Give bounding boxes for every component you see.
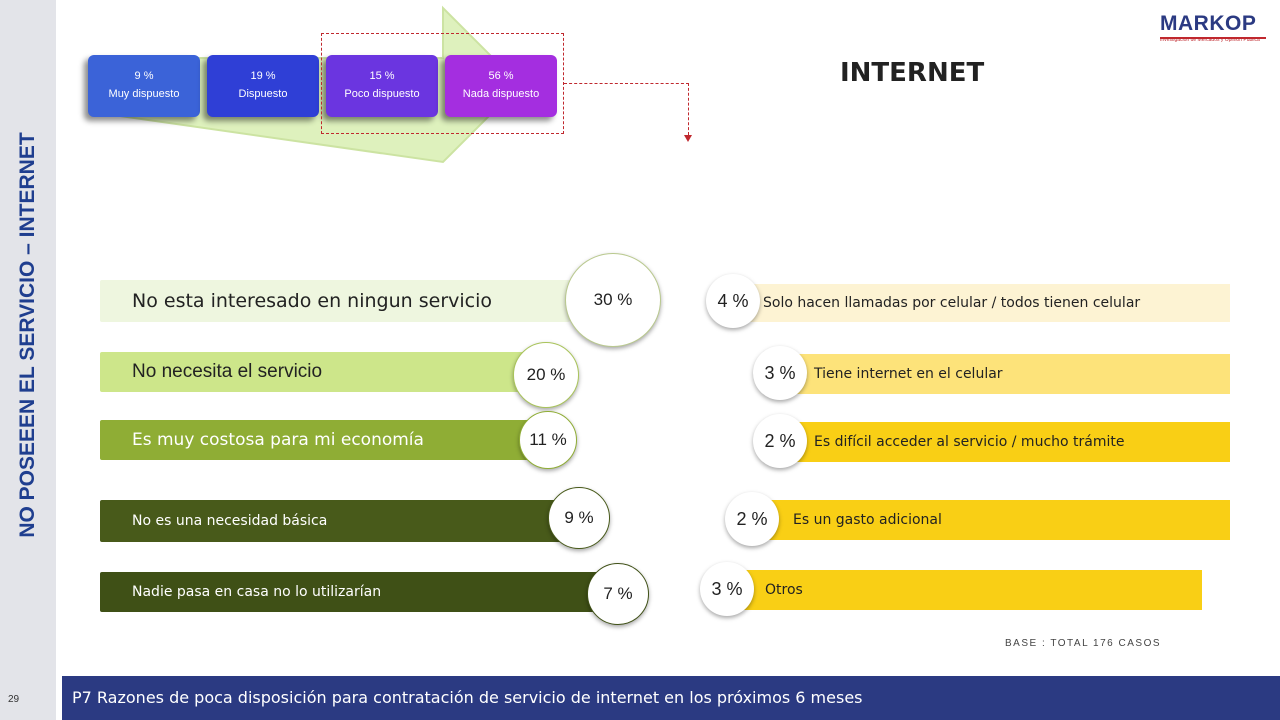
scale-percent: 56 % [488, 70, 514, 82]
value-bubble: 11 % [519, 411, 577, 469]
chart-bar: Tiene internet en el celular [780, 354, 1230, 394]
scale-item-muy-dispuesto: 9 % Muy dispuesto [88, 55, 200, 117]
value-bubble: 20 % [513, 342, 579, 408]
scale-percent: 19 % [250, 70, 276, 82]
value-bubble: 3 % [700, 562, 754, 616]
connector-line [564, 83, 689, 84]
highlight-dashed-box [321, 33, 564, 134]
arrow-down-icon [684, 135, 692, 142]
scale-label: Muy dispuesto [108, 88, 180, 100]
chart-bar: Es un gasto adicional [760, 500, 1230, 540]
bar-label: Solo hacen llamadas por celular / todos … [763, 295, 1141, 311]
value-bubble: 2 % [753, 414, 807, 468]
scale-label: Poco dispuesto [344, 88, 420, 100]
bar-label: Es difícil acceder al servicio / mucho t… [814, 434, 1125, 450]
value-bubble: 4 % [706, 274, 760, 328]
scale-item-dispuesto: 19 % Dispuesto [207, 55, 319, 117]
value-label: 4 % [717, 290, 749, 311]
value-label: 11 % [529, 430, 567, 449]
value-bubble: 7 % [587, 563, 649, 625]
chart-bar: Solo hacen llamadas por celular / todos … [730, 284, 1230, 322]
scale-percent: 9 % [134, 70, 154, 82]
logo-underline [1160, 37, 1266, 39]
footer-question-text: P7 Razones de poca disposición para cont… [72, 688, 863, 707]
chart-bar: Es muy costosa para mi economía [100, 420, 530, 460]
section-title: INTERNET [840, 58, 985, 88]
bar-label: Tiene internet en el celular [814, 366, 1003, 382]
value-bubble: 9 % [548, 487, 610, 549]
value-bubble: 2 % [725, 492, 779, 546]
scale-item-poco-dispuesto: 15 % Poco dispuesto [326, 55, 438, 117]
footer-question-bar: P7 Razones de poca disposición para cont… [62, 676, 1280, 720]
vertical-title: NO POSEEEN EL SERVICIO – INTERNET [16, 132, 39, 538]
value-label: 9 % [564, 508, 594, 527]
bar-label: Es muy costosa para mi economía [132, 430, 424, 450]
page-number: 29 [8, 694, 20, 705]
sidebar: NO POSEEEN EL SERVICIO – INTERNET [0, 0, 56, 720]
value-label: 3 % [711, 578, 743, 599]
chart-bar: No necesita el servicio [100, 352, 530, 392]
scale-item-nada-dispuesto: 56 % Nada dispuesto [445, 55, 557, 117]
bar-label: No esta interesado en ningun servicio [132, 290, 492, 312]
connector-line-vertical [688, 83, 689, 135]
value-label: 30 % [593, 290, 633, 309]
bar-label: Es un gasto adicional [793, 512, 942, 528]
scale-label: Nada dispuesto [462, 88, 540, 100]
markop-logo: MARKOP Investigación de Mercados y Opini… [1160, 12, 1270, 48]
bar-label: Otros [765, 582, 803, 598]
value-bubble: 30 % [565, 253, 661, 347]
scale-percent: 15 % [369, 70, 395, 82]
value-label: 20 % [526, 365, 566, 384]
chart-bar: No esta interesado en ningun servicio [100, 280, 570, 322]
logo-subtitle: Investigación de Mercados y Opinión Públ… [1160, 37, 1260, 43]
logo-name: MARKOP [1160, 12, 1257, 35]
chart-bar: Otros [730, 570, 1202, 610]
bar-label: Nadie pasa en casa no lo utilizarían [132, 584, 382, 600]
bar-label: No es una necesidad básica [132, 513, 328, 529]
chart-bar: Nadie pasa en casa no lo utilizarían [100, 572, 600, 612]
scale-label: Dispuesto [238, 88, 288, 100]
base-note: BASE : TOTAL 176 CASOS [1005, 638, 1162, 649]
value-label: 2 % [764, 430, 796, 451]
bar-label: No necesita el servicio [132, 361, 323, 382]
value-label: 3 % [764, 362, 796, 383]
value-label: 7 % [603, 584, 633, 603]
chart-bar: Es difícil acceder al servicio / mucho t… [780, 422, 1230, 462]
chart-bar: No es una necesidad básica [100, 500, 570, 542]
value-bubble: 3 % [753, 346, 807, 400]
value-label: 2 % [736, 508, 768, 529]
